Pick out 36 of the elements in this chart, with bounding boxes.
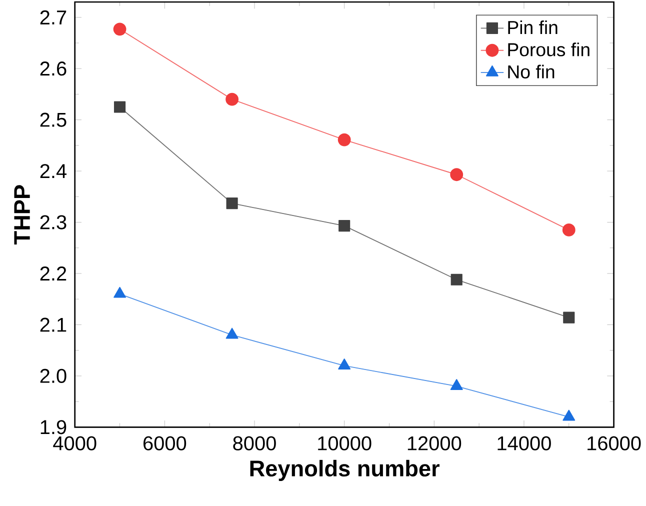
point [226,198,238,210]
y-tick-label: 2.4 [40,164,67,178]
y-tick-label: 2.3 [40,215,66,230]
y-tick-label: 2.6 [40,62,66,76]
point [226,92,239,106]
point [562,410,576,421]
y-tick-label: 2.0 [40,368,66,383]
point [113,22,126,36]
point [114,286,126,298]
legend-label: No fin [508,64,554,78]
x-tick-label: 10000 [318,436,372,450]
point [450,379,463,390]
legend-label: Pin fin [508,20,558,34]
x-tick-label: 12000 [408,436,462,450]
point [450,168,464,182]
y-tick-label: 2.5 [40,112,66,127]
x-axis-title: Reynolds number [250,460,440,482]
x-tick-label: 6000 [144,436,186,450]
legend-label: Porous fin [508,42,590,56]
y-tick-label: 2.2 [40,266,66,280]
point [338,220,350,232]
x-tick-label: 16000 [588,436,641,450]
y-tick-label: 2.1 [40,318,66,332]
point [226,328,238,339]
x-tick-label: 14000 [498,436,551,450]
x-tick-label: 4000 [53,436,96,450]
point [562,223,576,236]
y-tick-label: 2.7 [40,10,66,24]
x-tick-label: 8000 [233,436,276,450]
point [338,358,351,370]
point [114,101,126,113]
y-axis-title: THPP [14,185,30,244]
y-tick-label: 1.9 [40,420,66,434]
point [563,312,575,324]
point [338,133,351,146]
point [450,274,462,286]
